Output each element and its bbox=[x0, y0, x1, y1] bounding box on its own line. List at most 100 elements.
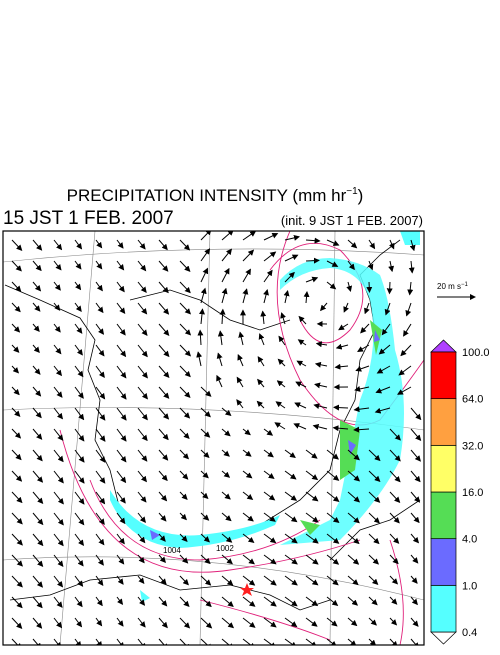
wind-arrow bbox=[117, 471, 126, 482]
wind-arrow bbox=[201, 249, 210, 261]
wind-arrow bbox=[327, 555, 338, 564]
colorbar-bin bbox=[431, 585, 456, 632]
wind-arrow bbox=[54, 534, 63, 546]
wind-arrow bbox=[295, 403, 306, 408]
wind-arrow bbox=[201, 269, 208, 282]
wind-arrow bbox=[117, 366, 126, 378]
wind-arrow bbox=[222, 576, 233, 585]
wind-arrow bbox=[75, 471, 84, 483]
wind-arrow bbox=[75, 597, 82, 606]
wind-arrow bbox=[390, 534, 399, 543]
wind-arrow bbox=[117, 387, 126, 399]
wind-arrow bbox=[306, 513, 318, 522]
wind-arrow bbox=[348, 576, 358, 585]
wind-arrow bbox=[138, 429, 147, 440]
wind-scale-exponent: −1 bbox=[461, 282, 469, 288]
wind-arrow bbox=[243, 289, 247, 303]
wind-arrow bbox=[264, 450, 273, 457]
wind-arrow bbox=[411, 261, 412, 273]
wind-arrow bbox=[96, 450, 105, 462]
wind-arrow bbox=[33, 345, 39, 352]
wind-arrow bbox=[54, 324, 60, 332]
wind-arrow bbox=[12, 429, 20, 438]
wind-arrow bbox=[411, 471, 420, 482]
colorbar-over bbox=[431, 340, 456, 352]
wind-arrow bbox=[33, 324, 39, 331]
wind-arrow bbox=[258, 357, 264, 366]
precipitation bbox=[110, 231, 420, 602]
wind-arrow bbox=[369, 555, 378, 564]
wind-arrow bbox=[337, 345, 348, 348]
wind-arrow bbox=[264, 471, 274, 478]
wind-arrow bbox=[201, 618, 211, 628]
wind-arrow bbox=[201, 639, 212, 649]
wind-arrow bbox=[264, 597, 276, 606]
wind-arrow bbox=[348, 240, 356, 248]
wind-arrow bbox=[33, 492, 43, 503]
wind-arrow bbox=[138, 408, 147, 420]
wind-arrow bbox=[327, 240, 339, 245]
wind-arrow bbox=[222, 230, 233, 240]
wind-arrow bbox=[306, 278, 317, 282]
wind-arrow bbox=[222, 289, 226, 303]
wind-arrow bbox=[243, 471, 252, 478]
wind-arrow bbox=[96, 408, 105, 420]
wind-arrow bbox=[117, 639, 124, 648]
init-time: (init. 9 JST 1 FEB. 2007) bbox=[281, 213, 423, 228]
wind-arrow bbox=[12, 618, 22, 628]
wind-arrow bbox=[138, 471, 146, 481]
wind-arrow bbox=[12, 534, 22, 545]
wind-arrow bbox=[317, 343, 327, 345]
wind-arrow bbox=[159, 240, 167, 249]
wind-arrow bbox=[243, 555, 254, 564]
wind-scale-text: 20 m s bbox=[437, 282, 461, 291]
wind-arrow bbox=[117, 555, 124, 564]
wind-arrow bbox=[33, 534, 43, 545]
wind-arrow bbox=[240, 332, 243, 345]
wind-arrow bbox=[159, 303, 168, 314]
wind-arrow bbox=[411, 513, 419, 522]
wind-arrow bbox=[390, 576, 397, 584]
wind-arrow bbox=[285, 291, 288, 303]
wind-arrow bbox=[75, 282, 81, 289]
wind-arrow bbox=[264, 492, 274, 500]
wind-arrow bbox=[258, 380, 264, 387]
wind-arrow bbox=[321, 303, 327, 310]
wind-arrow bbox=[358, 345, 369, 351]
wind-arrow bbox=[96, 282, 102, 291]
wind-arrow bbox=[12, 450, 21, 460]
wind-arrow bbox=[306, 576, 318, 585]
wind-arrow bbox=[33, 471, 42, 482]
wind-arrow bbox=[369, 534, 379, 543]
wind-arrow bbox=[33, 429, 42, 439]
wind-arrow bbox=[159, 408, 168, 419]
wind-arrow bbox=[201, 513, 209, 520]
wind-arrow bbox=[344, 303, 348, 312]
wind-arrow bbox=[117, 618, 123, 626]
colorbar-label: 100.0 bbox=[462, 347, 490, 359]
wind-arrow bbox=[369, 639, 375, 645]
wind-arrow bbox=[306, 260, 319, 261]
wind-arrow bbox=[334, 407, 348, 408]
wind-arrow bbox=[54, 576, 62, 587]
wind-arrow bbox=[264, 290, 267, 303]
wind-arrow bbox=[75, 261, 81, 269]
wind-arrow bbox=[75, 429, 84, 441]
wind-arrow bbox=[117, 240, 123, 248]
wind-arrow bbox=[159, 492, 166, 501]
wind-arrow bbox=[257, 401, 264, 408]
wind-arrow bbox=[138, 639, 146, 649]
isobar-label: 1002 bbox=[216, 544, 234, 553]
wind-arrow bbox=[180, 492, 187, 499]
wind-arrow bbox=[96, 345, 104, 356]
wind-arrow bbox=[96, 261, 102, 269]
wind-arrow bbox=[264, 576, 276, 585]
wind-arrow bbox=[117, 303, 125, 313]
wind-arrow bbox=[389, 282, 390, 293]
wind-arrow bbox=[243, 597, 255, 606]
wind-arrow bbox=[75, 324, 82, 333]
wind-arrow bbox=[243, 618, 255, 627]
wind-arrow bbox=[12, 576, 22, 587]
wind-arrow bbox=[180, 240, 189, 250]
colorbar-label: 32.0 bbox=[462, 440, 483, 452]
